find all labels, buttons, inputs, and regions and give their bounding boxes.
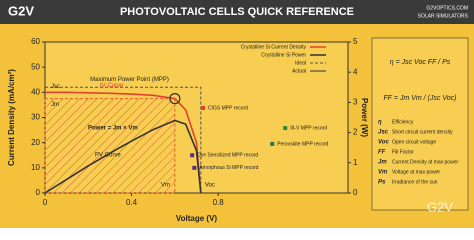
mpp-area [44,98,176,194]
legend-label: Crystalline Si Power [261,52,306,58]
y2-tick-label: 4 [353,67,358,76]
y2-tick-label: 3 [353,98,358,107]
mpp-label: Maximum Power Point (MPP) [90,77,169,83]
glossary-text: Irradiance of the sun [392,179,438,185]
glossary-symbol: Ps [378,180,386,186]
x-axis-title: Voltage (V) [176,214,218,223]
record-label: CIGS MPP record [208,105,248,111]
site: G2VOPTICS.COM [426,5,468,11]
voc-label: Voc [205,183,215,189]
formula-panel [371,37,469,211]
record-label: Perovskite MPP record [277,141,328,147]
y2-tick-label: 5 [353,37,358,46]
efficiency-formula: η = Jsc Voc FF / Ps [390,59,451,66]
x-tick-label: 0.4 [126,198,138,207]
record-marker [270,141,275,146]
y-tick-label: 60 [31,37,40,46]
glossary-text: Open circuit voltage [392,139,436,145]
glossary-symbol: Jm [378,160,387,166]
jsc-label: Jsc [51,84,60,90]
jm-label: Jm [51,102,59,108]
y2-tick-label: 0 [353,188,358,197]
iv-label: IV Curve [100,83,124,89]
glossary-text: Short circuit current density [392,129,453,135]
record-label: III-V MPP record [290,125,327,131]
x-tick-label: 0.8 [213,198,225,207]
fill-factor-formula: FF = Jm Vm / (Jsc Voc) [384,95,457,102]
y-tick-label: 0 [36,188,41,197]
record-label: Amorphous Si MPP record [199,165,258,171]
brand: G2V [8,3,34,18]
series-line [44,119,202,194]
y-tick-label: 50 [31,62,40,71]
header-bar [0,0,474,24]
glossary-text: Fill Factor [392,149,414,155]
glossary-symbol: η [378,120,382,126]
y-axis-title: Current Density (mA/cm²) [7,69,16,166]
glossary-symbol: Jsc [378,130,389,136]
y2-tick-label: 1 [353,158,358,167]
record-marker [283,126,288,131]
legend-label: Ideal [295,60,306,66]
title: PHOTOVOLTAIC CELLS QUICK REFERENCE [120,6,354,18]
record-marker [190,153,195,158]
glossary-symbol: FF [378,150,386,156]
record-label: Dye Sensitized MPP record [197,153,258,159]
page: G2V PHOTOVOLTAIC CELLS QUICK REFERENCE G… [0,0,474,228]
y-tick-label: 30 [31,113,40,122]
y-tick-label: 10 [31,163,40,172]
glossary-symbol: Voc [378,140,389,146]
pv-label: PV Curve [95,153,121,159]
legend-label: Actual [292,68,306,74]
y-tick-label: 20 [31,138,40,147]
record-marker [200,105,205,110]
vm-label: Vm [161,183,170,189]
power-label: Power = Jm × Vm [88,126,138,132]
glossary-text: Current Density at max power [392,159,458,165]
series-line [45,91,202,194]
mpp-marker [169,93,181,105]
watermark: G2V [427,199,453,214]
tagline: SOLAR SIMULATORS [418,13,469,19]
record-marker [192,165,197,170]
y-tick-label: 40 [31,87,40,96]
glossary-text: Efficiency [392,119,414,125]
glossary-symbol: Vm [378,170,388,176]
y2-tick-label: 2 [353,128,358,137]
glossary-text: Voltage at max power [392,169,440,175]
ideal-line [45,86,202,193]
legend-label: Crystalline Si Current Density [241,44,307,50]
x-tick-label: 0 [43,198,48,207]
y2-axis-title: Power (W) [360,98,369,137]
